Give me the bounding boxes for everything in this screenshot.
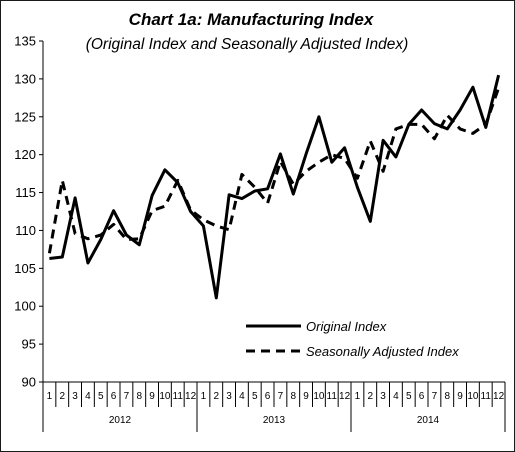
x-tick-label-year: 2012: [109, 415, 132, 426]
x-tick-label-month: 11: [327, 391, 338, 402]
x-tick-label-month: 3: [72, 391, 78, 402]
x-tick-label-month: 4: [239, 391, 245, 402]
x-tick-label-month: 7: [124, 391, 130, 402]
x-tick-label-month: 10: [467, 391, 479, 402]
x-tick-label-month: 12: [185, 391, 197, 402]
x-tick-label-month: 4: [393, 391, 399, 402]
x-tick-label-month: 5: [252, 391, 258, 402]
legend-label-seasonally-adjusted: Seasonally Adjusted Index: [306, 344, 459, 359]
x-tick-label-month: 2: [59, 391, 65, 402]
y-tick-label: 105: [14, 261, 36, 276]
x-tick-label-month: 9: [303, 391, 309, 402]
chart-subtitle: (Original Index and Seasonally Adjusted …: [86, 36, 409, 53]
y-tick-label: 135: [14, 34, 36, 49]
x-tick-label-year: 2013: [263, 415, 286, 426]
y-tick-label: 110: [15, 223, 36, 238]
x-tick-label-year: 2014: [417, 415, 440, 426]
x-tick-label-month: 5: [98, 391, 104, 402]
x-tick-label-month: 10: [159, 391, 171, 402]
chart-title: Chart 1a: Manufacturing Index: [129, 10, 375, 29]
series-layer: [47, 74, 501, 300]
x-tick-label-month: 3: [226, 391, 232, 402]
x-tick-label-month: 8: [444, 391, 450, 402]
x-tick-label-month: 5: [406, 391, 412, 402]
legend-label-original: Original Index: [306, 319, 387, 334]
series-line-original-index: [49, 74, 501, 300]
y-tick-label: 95: [22, 337, 36, 352]
x-tick-label-month: 6: [111, 391, 117, 402]
y-tick-label: 125: [14, 109, 36, 124]
x-tick-label-month: 9: [149, 391, 155, 402]
x-tick-label-month: 1: [201, 391, 207, 402]
x-tick-label-month: 11: [481, 391, 492, 402]
y-tick-label: 100: [14, 299, 36, 314]
x-tick-label-month: 6: [419, 391, 425, 402]
y-tick-label: 115: [15, 185, 36, 200]
series-line-seasonally-adjusted-index: [47, 87, 501, 254]
legend: Original Index Seasonally Adjusted Index: [246, 319, 459, 359]
x-tick-label-month: 12: [493, 391, 505, 402]
y-tick-label: 90: [22, 375, 36, 390]
x-tick-label-month: 4: [85, 391, 91, 402]
x-tick-label-month: 7: [432, 391, 438, 402]
x-tick-label-month: 12: [339, 391, 351, 402]
x-tick-label-month: 3: [380, 391, 386, 402]
x-tick-label-month: 7: [278, 391, 284, 402]
x-tick-label-month: 10: [313, 391, 325, 402]
x-tick-label-month: 1: [47, 391, 53, 402]
x-tick-label-month: 1: [355, 391, 361, 402]
y-tick-label: 120: [14, 147, 36, 162]
x-tick-label-month: 2: [213, 391, 219, 402]
x-tick-label-month: 11: [173, 391, 184, 402]
x-tick-label-month: 9: [457, 391, 463, 402]
x-tick-label-month: 8: [136, 391, 142, 402]
x-tick-label-month: 8: [290, 391, 296, 402]
x-tick-label-month: 6: [265, 391, 271, 402]
x-tick-label-month: 2: [367, 391, 373, 402]
y-tick-label: 130: [14, 71, 36, 86]
